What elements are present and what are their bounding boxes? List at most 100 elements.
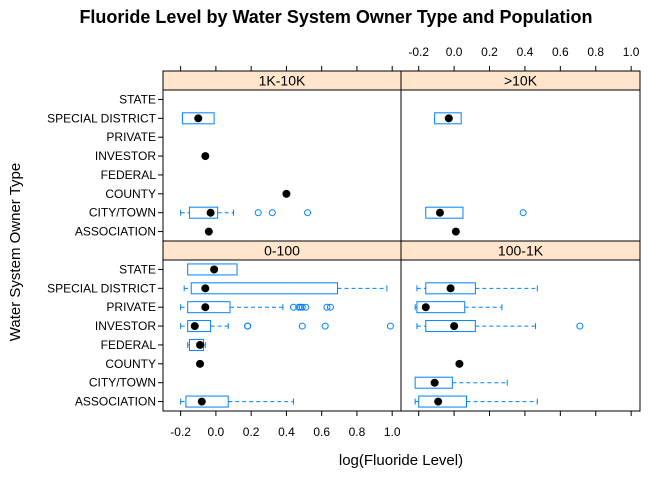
- x-tick-label-top: 0.0: [446, 45, 463, 59]
- median-dot: [206, 208, 215, 217]
- box-iqr: [425, 282, 476, 295]
- median-dot: [194, 114, 203, 123]
- box-special-district: [183, 282, 388, 295]
- outlier-point: [386, 322, 394, 330]
- median-dot: [201, 284, 210, 293]
- box-city-town: [180, 206, 312, 219]
- median-dot: [197, 397, 206, 406]
- median-dot: [210, 265, 219, 274]
- box-iqr: [187, 320, 212, 333]
- box-iqr: [416, 301, 466, 314]
- outlier-point: [302, 303, 310, 311]
- box-city-town: [414, 376, 508, 389]
- median-dot: [446, 284, 455, 293]
- x-tick-label-bottom: 0.0: [208, 425, 225, 439]
- x-axis-label: log(Fluoride Level): [339, 452, 463, 469]
- x-tick-label-bottom: -0.2: [170, 425, 191, 439]
- outlier-point: [298, 303, 306, 311]
- outlier-point: [576, 322, 584, 330]
- outlier-point: [254, 209, 262, 217]
- median-dot: [204, 227, 213, 236]
- y-tick-label: INVESTOR: [95, 149, 156, 163]
- median-dot: [201, 303, 210, 312]
- box-special-district: [434, 112, 462, 125]
- median-dot: [201, 152, 210, 161]
- median-dot: [282, 189, 291, 198]
- median-dot: [421, 303, 430, 312]
- median-dot: [430, 378, 439, 387]
- x-tick-label-top: 0.2: [481, 45, 498, 59]
- outlier-point: [326, 303, 334, 311]
- y-axis-label: Water System Owner Type: [7, 163, 24, 341]
- box-private: [180, 301, 334, 314]
- outlier-point: [323, 303, 331, 311]
- box-investor: [180, 320, 394, 333]
- panel-100-1K: 100-1K: [400, 240, 641, 412]
- panel->10K: >10K: [400, 70, 641, 242]
- box-special-district: [416, 282, 538, 295]
- box-private: [414, 301, 503, 314]
- y-tick-label: SPECIAL DISTRICT: [47, 281, 157, 295]
- panel-1K-10K: 1K-10K: [162, 70, 402, 242]
- strip-label: >10K: [504, 73, 538, 89]
- y-tick-label: FEDERAL: [101, 338, 157, 352]
- x-tick-label-top: 0.4: [517, 45, 534, 59]
- y-tick-label: FEDERAL: [101, 168, 157, 182]
- box-association: [180, 395, 294, 408]
- y-tick-label: STATE: [119, 92, 156, 106]
- box-iqr: [418, 395, 468, 408]
- box-association: [451, 227, 460, 236]
- y-tick-label: INVESTOR: [95, 319, 156, 333]
- box-iqr: [425, 206, 464, 219]
- median-dot: [434, 397, 443, 406]
- box-county: [455, 359, 464, 368]
- y-tick-label: COUNTY: [105, 357, 156, 371]
- strip-label: 1K-10K: [259, 73, 306, 89]
- box-iqr: [181, 112, 215, 125]
- outlier-point: [244, 322, 252, 330]
- x-tick-label-bottom: 0.8: [349, 425, 366, 439]
- x-tick-label-top: 0.8: [587, 45, 604, 59]
- x-tick-label-bottom: 0.2: [243, 425, 260, 439]
- box-special-district: [181, 112, 215, 125]
- x-tick-label-top: -0.2: [408, 45, 429, 59]
- box-iqr: [434, 112, 462, 125]
- y-tick-label: PRIVATE: [106, 300, 156, 314]
- box-county: [282, 189, 291, 198]
- y-tick-label: SPECIAL DISTRICT: [47, 111, 157, 125]
- median-dot: [190, 322, 199, 331]
- box-iqr: [185, 395, 229, 408]
- outlier-point: [268, 209, 276, 217]
- outlier-point: [298, 322, 306, 330]
- median-dot: [450, 322, 459, 331]
- y-tick-label: CITY/TOWN: [89, 376, 156, 390]
- median-dot: [451, 227, 460, 236]
- y-tick-label: CITY/TOWN: [89, 206, 156, 220]
- outlier-point: [289, 303, 297, 311]
- y-tick-label: ASSOCIATION: [75, 225, 156, 239]
- box-iqr: [187, 301, 231, 314]
- y-tick-label: STATE: [119, 262, 156, 276]
- panel-frame: [400, 259, 641, 412]
- box-iqr: [425, 320, 476, 333]
- x-tick-label-top: 1.0: [623, 45, 640, 59]
- strip-label: 0-100: [264, 243, 300, 259]
- outlier-point: [304, 209, 312, 217]
- box-iqr: [414, 376, 453, 389]
- median-dot: [435, 208, 444, 217]
- x-tick-label-bottom: 1.0: [384, 425, 401, 439]
- x-tick-label-bottom: 0.6: [313, 425, 330, 439]
- median-dot: [455, 359, 464, 368]
- median-dot: [196, 340, 205, 349]
- box-state: [187, 263, 238, 276]
- box-association: [204, 227, 213, 236]
- x-tick-label-top: 0.6: [552, 45, 569, 59]
- strip-label: 100-1K: [498, 243, 544, 259]
- box-investor: [201, 152, 210, 161]
- chart-title: Fluoride Level by Water System Owner Typ…: [79, 7, 592, 27]
- y-tick-label: PRIVATE: [106, 130, 156, 144]
- y-tick-label: ASSOCIATION: [75, 395, 156, 409]
- box-investor: [416, 320, 584, 333]
- box-association: [414, 395, 538, 408]
